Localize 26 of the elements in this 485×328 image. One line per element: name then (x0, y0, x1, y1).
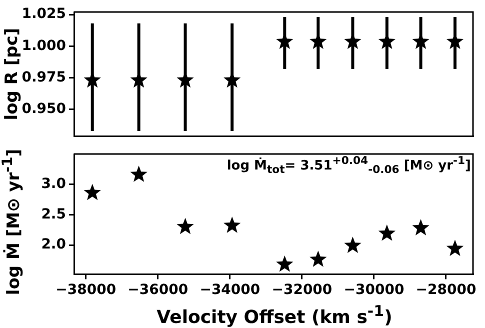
x-axis-title: Velocity Offset (km s$^{-1}$) (156, 302, 394, 328)
point (378, 224, 396, 241)
y-tick-label: 2.5 (41, 206, 66, 222)
point (84, 184, 101, 200)
y-axis-title: log R [pc] (2, 28, 22, 120)
point (344, 236, 362, 253)
x-tick-label: −38000 (56, 282, 116, 298)
point (310, 250, 327, 267)
y-tick-label: 0.950 (22, 101, 66, 118)
y-tick-label: 1.025 (22, 6, 66, 22)
y-tick-label: 0.975 (22, 69, 66, 86)
point (224, 216, 241, 233)
y-tick-label: 2.0 (41, 236, 66, 253)
point (412, 219, 430, 236)
point (130, 166, 148, 182)
point (276, 255, 294, 272)
y-tick-label: 1.000 (22, 38, 66, 54)
point (446, 240, 464, 256)
x-tick-label: −36000 (128, 282, 188, 298)
annotation: log Ṁ$_{tot}$= 3.51$^{+0.04}$$_{-0.06}$ [M⊙ yr$^{-1}$] (226, 154, 471, 176)
x-tick-label: −32000 (272, 282, 332, 298)
y-tick-label: 3.0 (41, 176, 66, 192)
x-tick-label: −30000 (344, 282, 404, 298)
point (176, 218, 194, 234)
x-tick-label: −28000 (416, 282, 476, 298)
x-tick-label: −34000 (200, 282, 260, 298)
